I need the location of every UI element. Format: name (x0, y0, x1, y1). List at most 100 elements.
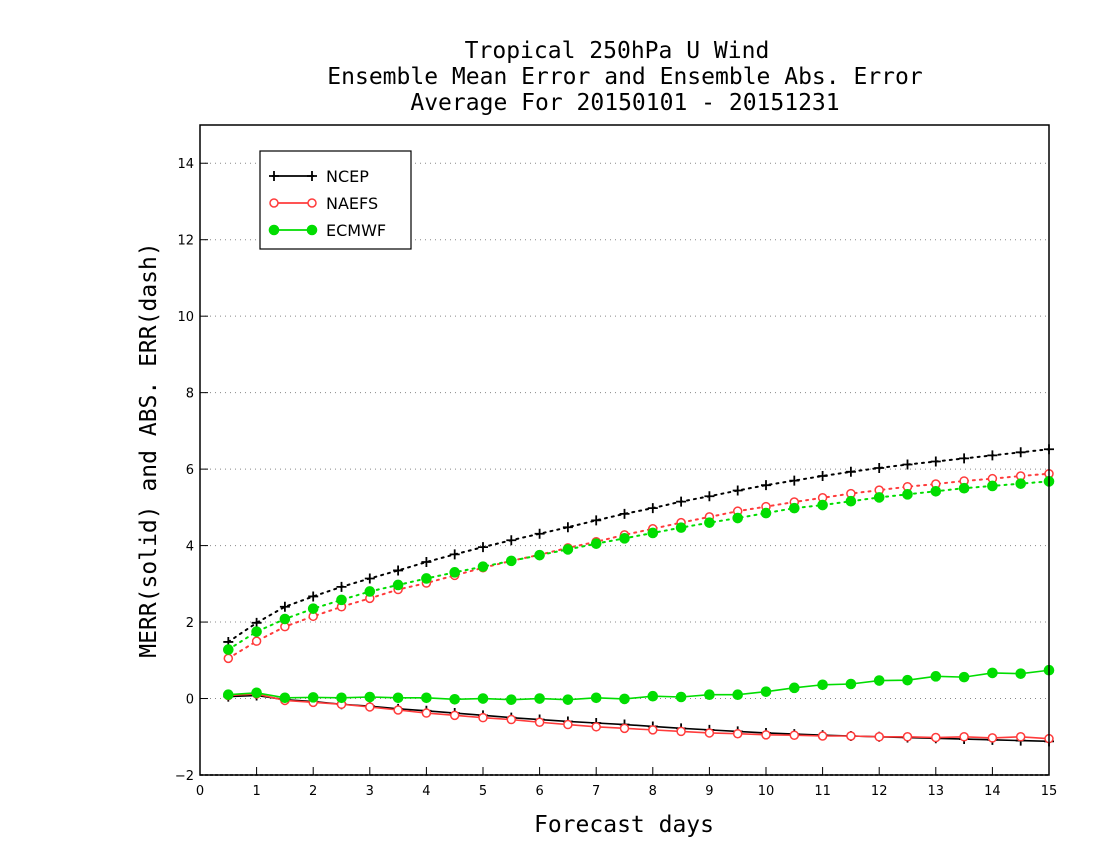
legend-label-ecmwf: ECMWF (326, 221, 386, 240)
ecmwf-abs-err-point (817, 499, 828, 511)
x-tick-label: 4 (422, 784, 430, 799)
title-line-1: Tropical 250hPa U Wind (465, 38, 770, 64)
legend-item-ncep: NCEP (269, 167, 369, 186)
ecmwf-abs-err-point (392, 579, 404, 591)
ecmwf-abs-err-point (647, 527, 659, 539)
ecmwf-abs-err-point (760, 507, 772, 519)
ecmwf-abs-err-point (477, 561, 489, 572)
ncep-abs-err-point (336, 581, 347, 592)
naefs-merr-point (704, 728, 715, 738)
y-tick-label: −2 (175, 769, 194, 784)
ncep-abs-err-point (959, 453, 970, 464)
ecmwf-merr-line (228, 669, 1050, 701)
ecmwf-abs-err-point (845, 495, 857, 507)
ncep-abs-err-point (732, 485, 743, 496)
naefs-merr-point (817, 731, 828, 741)
ncep-abs-err-point (789, 475, 800, 486)
naefs-merr-point (421, 708, 432, 718)
ncep-abs-err-point (393, 565, 404, 576)
ecmwf-abs-err-point (732, 512, 744, 524)
ecmwf-merr-point (930, 671, 942, 682)
legend-label-ncep: NCEP (326, 167, 369, 186)
ncep-abs-err-point (478, 542, 488, 553)
ecmwf-merr-point (958, 671, 970, 683)
ecmwf-merr-point (279, 692, 291, 704)
naefs-merr-point (365, 702, 375, 712)
plot-frame (199, 124, 1050, 776)
ecmwf-merr-point (873, 675, 885, 686)
ncep-abs-err-point (251, 617, 262, 628)
legend-marker-ecmwf (268, 224, 280, 236)
naefs-merr-point (676, 726, 686, 737)
legend-items: NCEP NAEFS ECMWF (268, 167, 386, 240)
ecmwf-abs-err-point (449, 567, 461, 578)
ecmwf-abs-err-point (675, 522, 687, 533)
series-ecmwf (223, 476, 1055, 705)
ecmwf-abs-err-point (223, 644, 234, 655)
ecmwf-merr-point (336, 692, 347, 704)
ecmwf-merr-point (817, 679, 828, 691)
ncep-abs-err-point (1015, 447, 1026, 458)
ecmwf-merr-point (392, 692, 404, 704)
ecmwf-abs-err-point (307, 603, 319, 614)
ecmwf-merr-point (562, 694, 574, 705)
x-tick-label: 14 (984, 784, 1001, 799)
ncep-abs-err-point (676, 496, 687, 507)
ecmwf-merr-point (251, 687, 262, 699)
legend-marker-ncep (269, 171, 279, 181)
naefs-abs-err-point (251, 636, 262, 646)
ecmwf-merr-point (477, 693, 489, 704)
naefs-merr-point (591, 722, 601, 732)
naefs-merr-point (506, 714, 517, 725)
ecmwf-abs-err-point (902, 489, 913, 500)
legend-marker-ecmwf (306, 224, 318, 236)
ecmwf-merr-point (1015, 668, 1027, 679)
x-tick-label: 5 (479, 784, 487, 799)
legend-item-naefs: NAEFS (269, 194, 378, 213)
ecmwf-merr-point (223, 689, 234, 701)
ecmwf-merr-point (789, 682, 800, 694)
ncep-merr-line (228, 694, 1050, 743)
legend-marker-naefs (269, 198, 279, 208)
ecmwf-merr-point (534, 693, 545, 704)
ecmwf-merr-point (619, 693, 630, 705)
legend-box (259, 150, 412, 250)
ecmwf-merr-point (421, 692, 432, 704)
x-tick-label: 12 (871, 784, 888, 799)
ncep-abs-err-point (874, 462, 885, 473)
ecmwf-abs-err-line (227, 480, 1050, 651)
ecmwf-abs-err-point (619, 533, 630, 544)
x-tick-label: 13 (928, 784, 945, 799)
x-tick-label: 7 (592, 784, 600, 799)
ecmwf-merr-point (760, 686, 772, 697)
ncep-abs-err-point (817, 471, 828, 481)
x-tick-label: 6 (535, 784, 543, 799)
naefs-merr-point (959, 732, 969, 742)
naefs-merr-point (732, 728, 743, 739)
ecmwf-abs-err-point (336, 594, 347, 606)
chart-title: Tropical 250hPa U Wind Ensemble Mean Err… (327, 38, 922, 116)
ecmwf-abs-err-point (590, 538, 602, 549)
naefs-merr-point (1015, 732, 1026, 742)
ecmwf-merr-point (675, 691, 687, 703)
legend-label-naefs: NAEFS (326, 194, 378, 213)
ecmwf-abs-err-point (534, 549, 545, 561)
ecmwf-merr-point (364, 691, 376, 703)
ncep-abs-err-line (227, 448, 1050, 643)
legend-marker-ncep (307, 171, 317, 181)
ecmwf-abs-err-point (279, 613, 291, 625)
ecmwf-abs-err-point (251, 626, 262, 637)
y-tick-label: 12 (177, 234, 194, 249)
ecmwf-merr-point (449, 693, 461, 705)
ncep-abs-err-point (987, 450, 998, 461)
ecmwf-merr-point (845, 678, 857, 690)
ecmwf-abs-err-point (930, 485, 942, 497)
ecmwf-abs-err-point (506, 555, 517, 567)
ecmwf-abs-err-point (421, 573, 432, 584)
legend: NCEP NAEFS ECMWF (259, 150, 412, 250)
title-line-3: Average For 20150101 - 20151231 (410, 90, 839, 116)
naefs-merr-line (228, 693, 1050, 740)
naefs-merr-point (846, 731, 856, 741)
